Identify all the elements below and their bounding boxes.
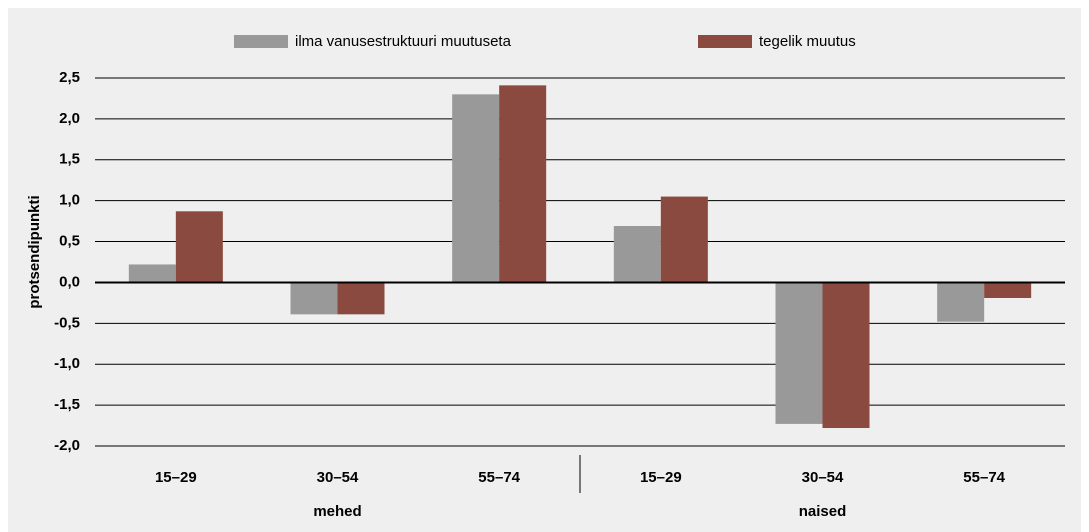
bar <box>822 282 870 429</box>
y-tick-label: -2,0 <box>54 437 80 454</box>
group-label: naised <box>799 503 847 520</box>
x-tick-label: 55–74 <box>478 469 520 486</box>
y-axis-label: protsendipunkti <box>26 195 43 308</box>
legend-swatch <box>698 35 752 48</box>
bar <box>984 282 1032 298</box>
x-tick-label: 30–54 <box>317 469 359 486</box>
y-tick-label: -1,5 <box>54 396 80 413</box>
y-tick-label: 1,5 <box>59 151 80 168</box>
bar <box>499 85 547 283</box>
bar <box>613 226 661 283</box>
y-tick-label: -0,5 <box>54 314 80 331</box>
y-tick-label: -1,0 <box>54 355 80 372</box>
x-tick-label: 55–74 <box>963 469 1005 486</box>
bar <box>660 196 708 283</box>
x-tick-label: 30–54 <box>802 469 844 486</box>
y-tick-label: 0,0 <box>59 273 80 290</box>
y-tick-label: 2,5 <box>59 69 80 86</box>
legend-label: ilma vanusestruktuuri muutuseta <box>295 33 512 50</box>
legend-swatch <box>234 35 288 48</box>
y-tick-label: 1,0 <box>59 192 80 209</box>
bar <box>290 282 338 315</box>
bar <box>337 282 385 315</box>
bar <box>128 264 176 283</box>
bar <box>937 282 985 322</box>
x-tick-label: 15–29 <box>640 469 682 486</box>
bar <box>775 282 823 424</box>
y-tick-label: 2,0 <box>59 110 80 127</box>
x-tick-label: 15–29 <box>155 469 197 486</box>
group-label: mehed <box>313 503 361 520</box>
bar <box>452 94 500 283</box>
legend-label: tegelik muutus <box>759 33 856 50</box>
bar <box>175 211 223 283</box>
y-tick-label: 0,5 <box>59 233 80 250</box>
